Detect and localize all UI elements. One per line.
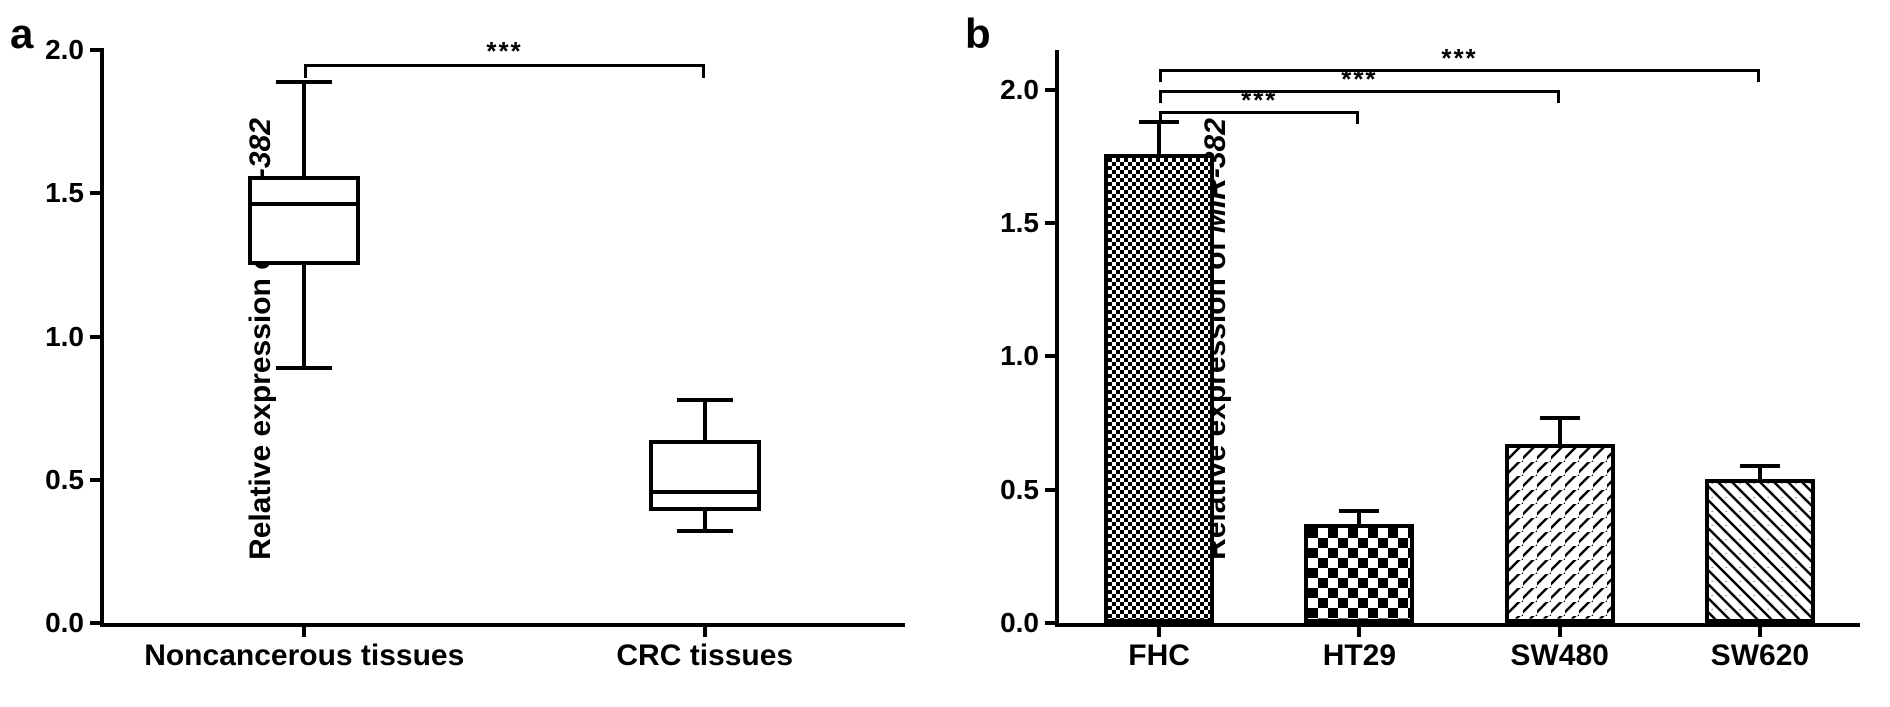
xtick-label: CRC tissues — [616, 639, 793, 673]
significance-label: *** — [486, 36, 522, 67]
ytick — [1045, 621, 1059, 625]
whisker-cap-upper — [677, 398, 733, 402]
ytick-label: 1.5 — [34, 177, 84, 209]
panel-a: a Relative expression of MIR-382 0.00.51… — [20, 20, 915, 687]
error-cap — [1540, 416, 1580, 420]
xtick-label: SW620 — [1711, 639, 1809, 673]
ytick-label: 0.0 — [989, 607, 1039, 639]
panel-b-plot-area: 0.00.51.01.52.0FHCHT29SW480SW620********… — [1055, 50, 1860, 627]
bar — [1304, 524, 1414, 623]
ytick-label: 0.5 — [34, 464, 84, 496]
whisker-lower — [703, 511, 707, 531]
bar — [1705, 479, 1815, 623]
bar — [1505, 444, 1615, 623]
ytick — [90, 48, 104, 52]
xtick — [1357, 623, 1361, 637]
error-cap — [1339, 509, 1379, 513]
error-bar — [1558, 418, 1562, 445]
panel-b: b Relative expression of MIR-382 0.00.51… — [975, 20, 1870, 687]
ytick — [1045, 354, 1059, 358]
ytick-label: 2.0 — [989, 74, 1039, 106]
panel-a-label: a — [10, 10, 33, 58]
ytick — [90, 191, 104, 195]
ytick — [90, 621, 104, 625]
figure: a Relative expression of MIR-382 0.00.51… — [20, 20, 1870, 687]
whisker-cap-lower — [677, 529, 733, 533]
error-cap — [1740, 464, 1780, 468]
xtick-label: Noncancerous tissues — [144, 639, 464, 673]
panel-a-plot-wrap: Relative expression of MIR-382 0.00.51.0… — [100, 50, 905, 627]
xtick-label: SW480 — [1510, 639, 1608, 673]
ytick — [1045, 88, 1059, 92]
ytick — [90, 335, 104, 339]
bar — [1104, 154, 1214, 623]
ytick-label: 1.0 — [989, 340, 1039, 372]
whisker-upper — [703, 400, 707, 440]
xtick-label: FHC — [1128, 639, 1190, 673]
box — [248, 176, 360, 265]
whisker-upper — [302, 82, 306, 177]
ytick — [90, 478, 104, 482]
xtick — [703, 623, 707, 637]
xtick — [1157, 623, 1161, 637]
box-median — [248, 202, 360, 206]
ytick-label: 1.5 — [989, 207, 1039, 239]
whisker-cap-upper — [276, 80, 332, 84]
panel-a-plot-area: 0.00.51.01.52.0Noncancerous tissuesCRC t… — [100, 50, 905, 627]
xtick — [1758, 623, 1762, 637]
panel-b-plot-wrap: Relative expression of MIR-382 0.00.51.0… — [1055, 50, 1860, 627]
xtick — [302, 623, 306, 637]
box-median — [649, 490, 761, 494]
whisker-lower — [302, 265, 306, 368]
ytick — [1045, 488, 1059, 492]
error-bar — [1157, 122, 1161, 154]
ytick-label: 0.5 — [989, 474, 1039, 506]
box — [649, 440, 761, 512]
ytick-label: 0.0 — [34, 607, 84, 639]
ytick-label: 2.0 — [34, 34, 84, 66]
significance-label: *** — [1441, 43, 1477, 74]
panel-b-label: b — [965, 10, 991, 58]
xtick-label: HT29 — [1323, 639, 1396, 673]
ytick-label: 1.0 — [34, 321, 84, 353]
whisker-cap-lower — [276, 366, 332, 370]
ytick — [1045, 221, 1059, 225]
xtick — [1558, 623, 1562, 637]
